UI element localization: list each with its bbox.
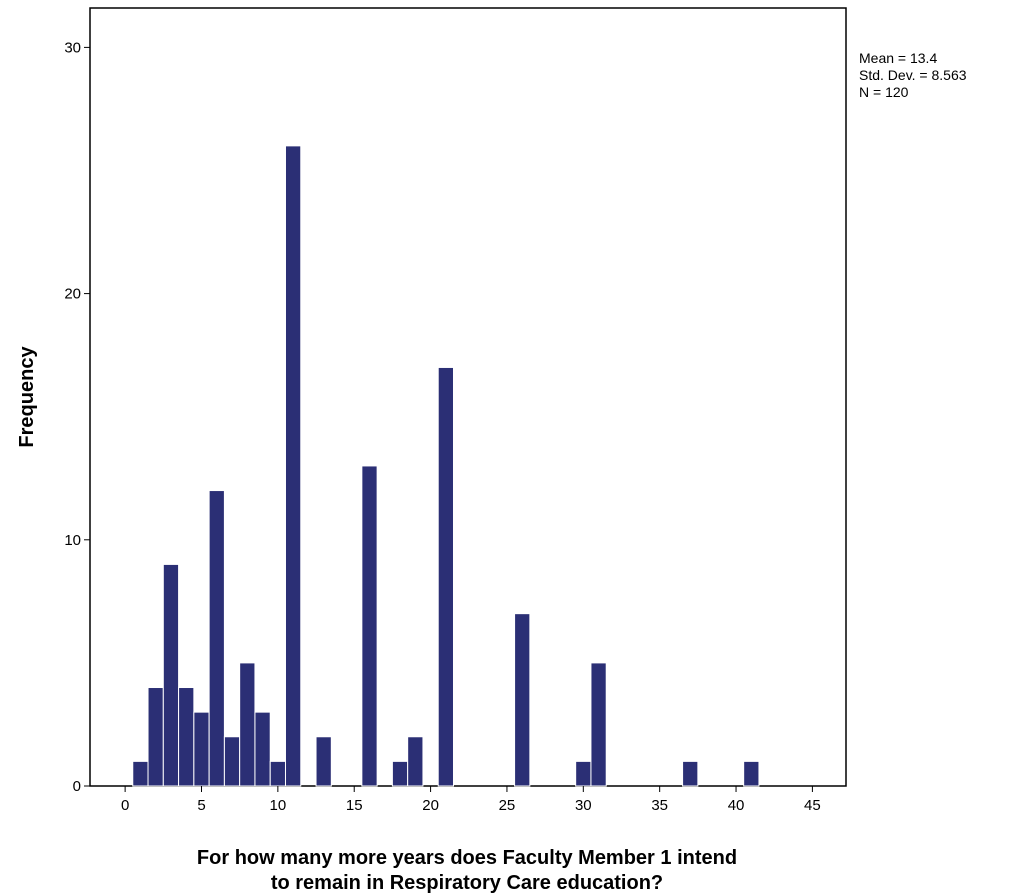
- y-tick-label: 10: [64, 532, 81, 549]
- stats-n: N = 120: [859, 84, 909, 100]
- histogram-bar: [223, 736, 241, 787]
- x-axis-title-line-2: to remain in Respiratory Care education?: [271, 872, 663, 894]
- x-tick-label: 25: [499, 797, 516, 814]
- histogram-bar: [575, 760, 592, 787]
- histogram-bar: [208, 490, 225, 787]
- histogram-bar: [254, 711, 271, 787]
- y-tick-label: 0: [73, 778, 81, 795]
- histogram-bar: [269, 760, 286, 787]
- x-tick-label: 5: [197, 797, 205, 814]
- histogram-bar: [193, 711, 210, 787]
- x-tick-label: 45: [804, 797, 821, 814]
- histogram-bar: [162, 563, 180, 787]
- x-tick-label: 10: [270, 797, 287, 814]
- x-tick-label: 40: [728, 797, 745, 814]
- x-tick-label: 20: [422, 797, 439, 814]
- y-tick-label: 30: [64, 39, 81, 56]
- bars-group: [132, 145, 760, 787]
- y-tick-label: 20: [64, 286, 81, 303]
- histogram-bar: [178, 687, 195, 787]
- histogram-bar: [239, 662, 256, 787]
- histogram-bar: [437, 366, 454, 787]
- histogram-bar: [743, 760, 760, 787]
- histogram-bar: [147, 687, 164, 787]
- x-tick-label: 15: [346, 797, 363, 814]
- histogram-bar: [315, 736, 332, 787]
- histogram-bar: [361, 465, 378, 787]
- histogram-bar: [132, 760, 149, 787]
- histogram-bar: [682, 760, 699, 787]
- y-axis: 0 10 20 30: [64, 39, 90, 795]
- x-tick-label: 0: [121, 797, 129, 814]
- stats-box: Mean = 13.4 Std. Dev. = 8.563 N = 120: [859, 50, 967, 100]
- histogram-bar: [590, 662, 607, 787]
- x-tick-label: 35: [651, 797, 668, 814]
- y-axis-title: Frequency: [16, 346, 38, 448]
- histogram-bar: [514, 613, 531, 787]
- x-axis: 0 5 10 15 20 25 30 35 40 45: [121, 786, 821, 814]
- stats-std-dev: Std. Dev. = 8.563: [859, 67, 967, 83]
- plot-area: [89, 7, 847, 787]
- x-axis-title-line-1: For how many more years does Faculty Mem…: [197, 847, 737, 869]
- stats-mean: Mean = 13.4: [859, 50, 937, 66]
- x-tick-label: 30: [575, 797, 592, 814]
- histogram-bar: [407, 736, 424, 787]
- histogram-bar: [284, 145, 302, 787]
- histogram-bar: [391, 760, 409, 787]
